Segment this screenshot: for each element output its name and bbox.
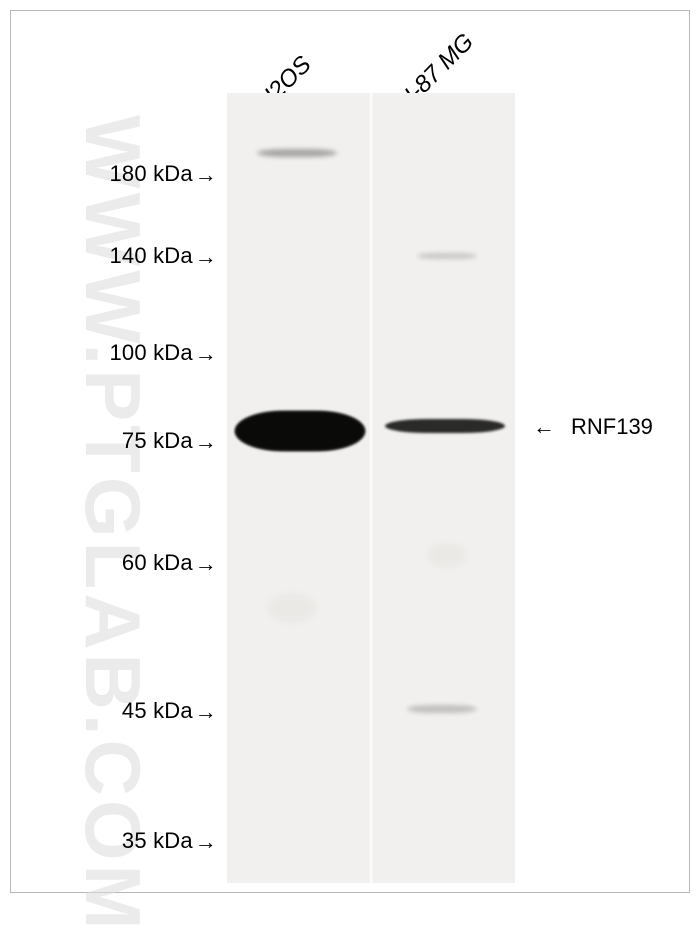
lane-divider — [369, 93, 373, 883]
figure-frame: WWW.PTGLAB.COM 180 kDa→ 140 kDa→ 100 kDa… — [10, 10, 690, 893]
protein-band — [385, 419, 505, 433]
mw-marker-label: 140 kDa — [109, 243, 192, 268]
arrow-right-icon: → — [195, 244, 217, 270]
membrane-noise — [267, 593, 317, 623]
mw-marker: 35 kDa→ — [122, 828, 217, 854]
mw-marker-label: 75 kDa — [122, 428, 193, 453]
mw-marker: 75 kDa→ — [122, 428, 217, 454]
mw-marker-label: 180 kDa — [109, 161, 192, 186]
arrow-right-icon: → — [195, 429, 217, 455]
mw-marker: 140 kDa→ — [109, 243, 217, 269]
protein-band — [235, 411, 365, 451]
mw-marker: 180 kDa→ — [109, 161, 217, 187]
mw-marker: 100 kDa→ — [109, 340, 217, 366]
arrow-right-icon: → — [195, 699, 217, 725]
membrane-noise — [427, 543, 467, 568]
arrow-right-icon: → — [195, 162, 217, 188]
arrow-right-icon: → — [195, 551, 217, 577]
mw-ladder: 180 kDa→ 140 kDa→ 100 kDa→ 75 kDa→ 60 kD… — [37, 11, 217, 892]
arrow-left-icon: ← — [533, 414, 555, 440]
mw-marker: 60 kDa→ — [122, 550, 217, 576]
mw-marker-label: 60 kDa — [122, 550, 193, 575]
arrow-right-icon: → — [195, 341, 217, 367]
mw-marker-label: 35 kDa — [122, 828, 193, 853]
mw-marker: 45 kDa→ — [122, 698, 217, 724]
mw-marker-label: 45 kDa — [122, 698, 193, 723]
protein-band-faint — [257, 149, 337, 157]
mw-marker-label: 100 kDa — [109, 340, 192, 365]
blot-membrane — [226, 93, 516, 883]
arrow-right-icon: → — [195, 829, 217, 855]
protein-band-faint — [407, 705, 477, 713]
target-protein-label: RNF139 — [571, 414, 653, 440]
protein-band-faint — [417, 253, 477, 259]
